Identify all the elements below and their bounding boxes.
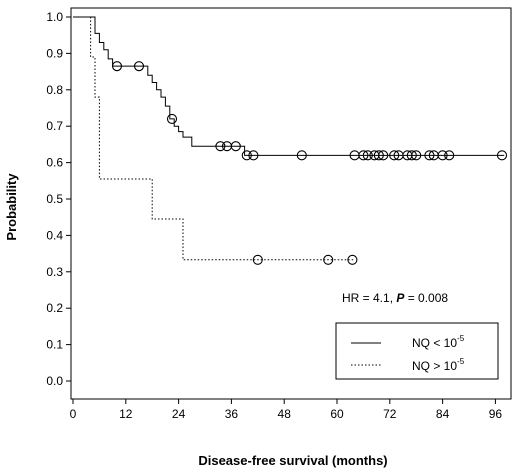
y-tick-label: 0.0 <box>46 374 63 388</box>
hr-annotation: HR = 4.1, P = 0.008 <box>342 291 448 305</box>
y-tick-label: 0.8 <box>46 83 63 97</box>
legend-label-series-2: NQ > 10-5 <box>412 357 465 373</box>
series-1-censor-mark <box>241 150 252 161</box>
legend-label-series-1-base: NQ < 10 <box>412 336 457 350</box>
series-2-censor-mark <box>252 254 263 265</box>
series-1-censor-mark <box>389 150 400 161</box>
x-axis-title: Disease-free survival (months) <box>198 453 387 468</box>
legend-label-series-2-base: NQ > 10 <box>412 359 457 373</box>
x-tick-label: 0 <box>70 407 77 421</box>
x-tick-label: 12 <box>119 407 133 421</box>
series-1-censor-mark <box>230 141 241 152</box>
series-1-censor-mark <box>296 150 307 161</box>
y-axis: 0.0 0.1 0.2 0.3 0.4 0.5 0.6 0.7 0.8 0.9 1.0 <box>46 10 71 388</box>
series-1-censor-mark <box>111 61 123 72</box>
hr-annotation-prefix: HR = 4.1, <box>342 291 396 305</box>
series-1-censor-mark <box>166 113 178 124</box>
legend-label-series-1: NQ < 10-5 <box>412 334 465 350</box>
series-1-censor-mark <box>362 150 373 161</box>
x-axis: 0 12 24 36 48 60 72 84 96 <box>70 399 503 421</box>
series-1-censor-mark <box>444 150 455 161</box>
y-tick-label: 0.1 <box>46 338 63 352</box>
legend-box <box>335 322 499 380</box>
series-1-censor-mark <box>437 150 448 161</box>
legend: NQ < 10-5 NQ > 10-5 <box>335 322 499 380</box>
x-tick-label: 36 <box>225 407 239 421</box>
y-axis-title: Probability <box>4 173 19 241</box>
y-tick-label: 0.4 <box>46 228 63 242</box>
series-1-censor-mark <box>496 150 508 161</box>
series-layer <box>73 16 508 265</box>
legend-label-series-1-sup: -5 <box>457 334 465 343</box>
x-tick-label: 96 <box>489 407 503 421</box>
legend-label-series-2-sup: -5 <box>457 357 465 366</box>
y-tick-label: 0.2 <box>46 301 63 315</box>
plot-frame <box>70 7 512 400</box>
series-1-censor-mark <box>215 141 226 152</box>
x-tick-label: 48 <box>278 407 292 421</box>
series-1-censor-mark <box>378 150 389 161</box>
x-tick-label: 84 <box>436 407 450 421</box>
series-2-curve <box>73 16 355 261</box>
series-1-curve <box>73 16 505 156</box>
series-1-censor-mark <box>133 61 145 72</box>
series-1-censor-mark <box>373 150 384 161</box>
hr-annotation-p: P <box>396 291 405 305</box>
series-1-censor-mark <box>358 150 369 161</box>
y-tick-label: 0.7 <box>46 119 63 133</box>
y-tick-label: 0.9 <box>46 46 63 60</box>
series-1-censor-mark <box>411 150 422 161</box>
series-2 <box>73 16 358 265</box>
y-tick-label: 1.0 <box>46 10 63 24</box>
series-2-censor-mark <box>323 254 334 265</box>
x-tick-label: 72 <box>383 407 397 421</box>
y-tick-label: 0.6 <box>46 156 63 170</box>
series-2-censor-mark <box>347 254 358 265</box>
y-tick-label: 0.3 <box>46 265 63 279</box>
series-1 <box>73 16 508 161</box>
series-1-censor-mark <box>406 150 417 161</box>
hr-annotation-suffix: = 0.008 <box>404 291 448 305</box>
series-1-censor-mark <box>424 150 435 161</box>
x-tick-label: 60 <box>330 407 344 421</box>
y-tick-label: 0.5 <box>46 192 63 206</box>
x-tick-label: 24 <box>172 407 186 421</box>
series-1-censor-mark <box>248 150 259 161</box>
